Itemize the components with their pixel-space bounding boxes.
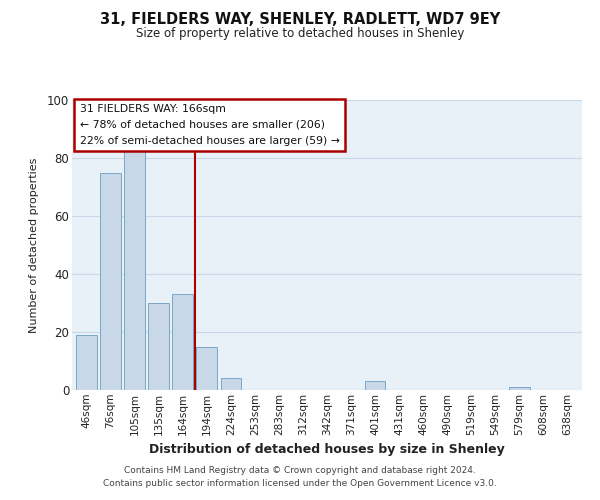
Bar — [76, 335, 97, 390]
Bar — [100, 172, 121, 390]
Text: 31, FIELDERS WAY, SHENLEY, RADLETT, WD7 9EY: 31, FIELDERS WAY, SHENLEY, RADLETT, WD7 … — [100, 12, 500, 28]
Bar — [148, 303, 169, 390]
Text: Contains HM Land Registry data © Crown copyright and database right 2024.
Contai: Contains HM Land Registry data © Crown c… — [103, 466, 497, 487]
Bar — [365, 382, 385, 390]
Y-axis label: Number of detached properties: Number of detached properties — [29, 158, 38, 332]
Bar — [124, 146, 145, 390]
Text: 31 FIELDERS WAY: 166sqm
← 78% of detached houses are smaller (206)
22% of semi-d: 31 FIELDERS WAY: 166sqm ← 78% of detache… — [80, 104, 340, 146]
Bar — [196, 346, 217, 390]
X-axis label: Distribution of detached houses by size in Shenley: Distribution of detached houses by size … — [149, 443, 505, 456]
Bar — [509, 387, 530, 390]
Text: Size of property relative to detached houses in Shenley: Size of property relative to detached ho… — [136, 28, 464, 40]
Bar — [221, 378, 241, 390]
Bar — [172, 294, 193, 390]
